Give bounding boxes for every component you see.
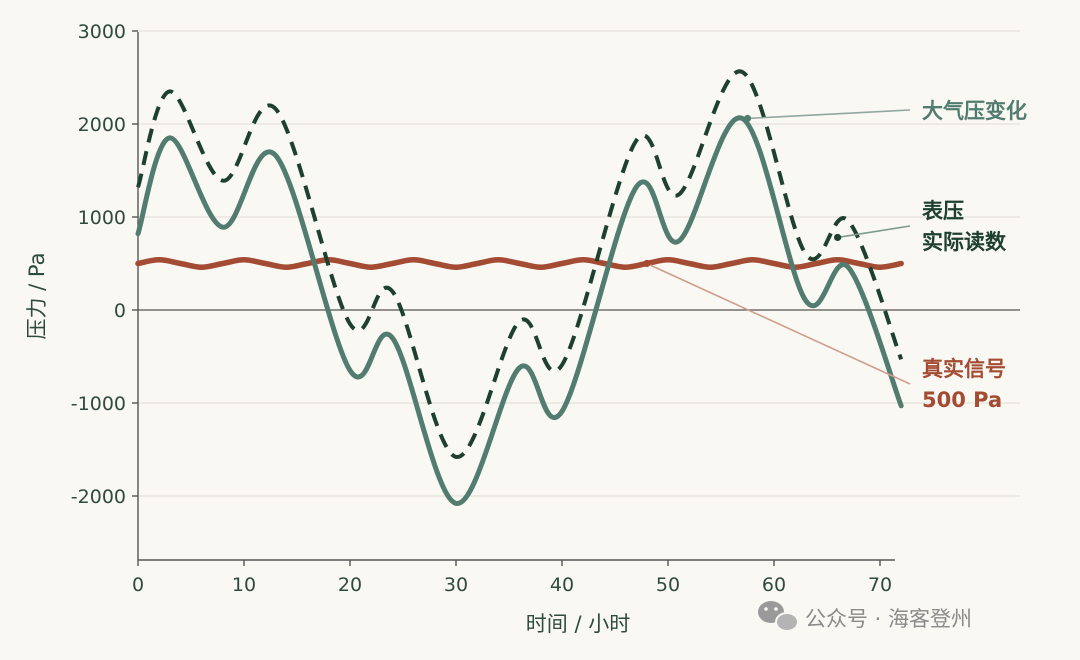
x-tick-label: 60 [762,574,786,596]
wechat-icon [758,601,799,632]
y-axis-label: 压力 / Pa [25,252,49,339]
annotation-gauge: 表压 [922,199,964,223]
y-tick-label: -2000 [71,486,126,508]
axes [137,32,895,561]
annotation-atmospheric: 大气压变化 [922,99,1027,123]
y-tick-label: 3000 [78,21,126,43]
y-ticks: -2000 -1000 0 1000 2000 3000 [71,21,138,508]
series-atmospheric-pressure [135,115,904,506]
x-tick-label: 10 [232,574,256,596]
series-true-signal [135,257,904,270]
y-tick-label: 2000 [78,114,126,136]
y-tick-label: 1000 [78,207,126,229]
series-lines [135,69,904,506]
annotation-gauge: 实际读数 [922,230,1007,254]
annotation-leader [646,262,911,385]
series-gauge-reading [136,69,904,459]
x-tick-label: 40 [550,574,574,596]
x-tick-label: 50 [656,574,680,596]
x-tick-label: 0 [132,574,144,596]
x-tick-label: 30 [444,574,468,596]
annotation-leader [837,225,911,239]
x-tick-label: 20 [338,574,362,596]
annotation-dot [643,259,651,268]
watermark: 公众号 · 海客登州 [758,601,972,632]
x-tick-label: 70 [868,574,892,596]
annotation-dot [834,233,842,242]
watermark-text: 公众号 · 海客登州 [805,607,972,631]
annotation-true-signal: 500 Pa [922,388,1002,412]
y-tick-label: -1000 [71,393,126,415]
x-ticks: 0 10 20 30 40 50 60 70 [132,560,892,596]
annotation-true-signal: 真实信号 [922,357,1006,381]
annotation-leader [747,109,911,120]
y-tick-label: 0 [114,300,126,322]
x-axis-label: 时间 / 小时 [526,612,630,636]
annotation-dot [743,114,752,123]
